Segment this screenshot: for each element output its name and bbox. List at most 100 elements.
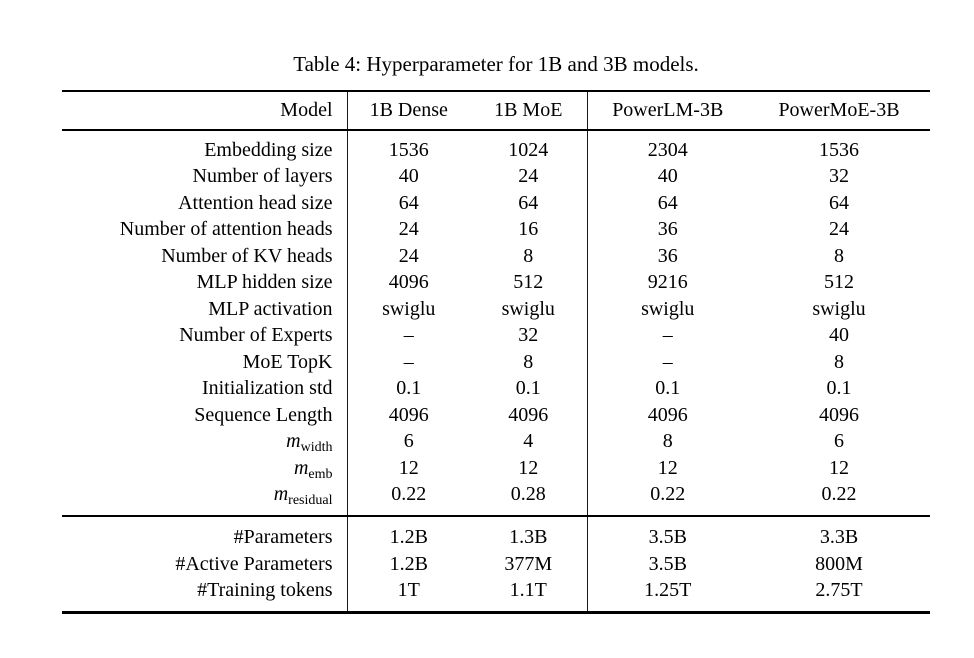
- row-label-math: mwidth: [62, 428, 348, 456]
- table-cell: 4096: [388, 271, 429, 294]
- row-label: #Training tokens: [62, 577, 348, 613]
- table-cell: 64: [398, 191, 419, 214]
- table-cell: 40: [657, 165, 678, 188]
- table-cell: 1.2B: [389, 526, 428, 548]
- table-cell: 1T: [397, 579, 420, 601]
- table-cell: 4096: [647, 403, 688, 426]
- table-cell: 1536: [388, 139, 429, 161]
- table-cell: 1024: [470, 130, 588, 163]
- table-row: #Parameters 1.2B 1.3B 3.5B 3.3B: [62, 516, 930, 550]
- table-row: MLP hidden size 4096 512 9216 512: [62, 269, 930, 296]
- row-label: Sequence Length: [62, 401, 348, 428]
- math-subscript: residual: [288, 493, 333, 508]
- table-cell: –: [403, 350, 414, 373]
- table-cell: 36: [657, 218, 678, 241]
- table-cell: 8: [470, 348, 588, 375]
- table-cell: 512: [470, 269, 588, 296]
- table-cell: swiglu: [382, 297, 436, 320]
- table-cell: 4: [470, 428, 588, 455]
- table-row: Initialization std 0.1 0.1 0.1 0.1: [62, 375, 930, 402]
- table-caption: Table 4: Hyperparameter for 1B and 3B mo…: [293, 52, 699, 76]
- table-cell: 12: [657, 456, 678, 479]
- table-cell: –: [403, 324, 414, 347]
- table-cell: 32: [470, 322, 588, 349]
- table-cell: 4096: [470, 401, 588, 428]
- table-header: Model 1B Dense 1B MoE PowerLM-3B PowerMo…: [62, 91, 930, 130]
- table-row: MLP activation swiglu swiglu swiglu swiglu: [62, 295, 930, 322]
- table-row: mresidual 0.22 0.28 0.22 0.22: [62, 481, 930, 516]
- table-cell: –: [662, 350, 673, 373]
- table-cell: 1.2B: [389, 552, 428, 575]
- hyperparameter-table: Model 1B Dense 1B MoE PowerLM-3B PowerMo…: [62, 90, 930, 614]
- table-cell: 8: [662, 430, 673, 453]
- table-cell: 36: [657, 244, 678, 267]
- row-label: Number of Experts: [62, 322, 348, 349]
- table-cell: 64: [657, 191, 678, 214]
- table-cell: 4096: [388, 403, 429, 426]
- table-cell: 6: [403, 430, 414, 453]
- table-cell: 24: [398, 218, 419, 241]
- header-powerlm-3b: PowerLM-3B: [612, 99, 724, 121]
- math-subscript: emb: [308, 466, 333, 482]
- table-row: MoE TopK – 8 – 8: [62, 348, 930, 375]
- table-cell: 0.22: [650, 483, 686, 505]
- row-label: Number of layers: [62, 163, 348, 190]
- table-cell: swiglu: [470, 295, 588, 322]
- row-label: Initialization std: [62, 375, 348, 402]
- table-cell: 0.22: [391, 483, 427, 505]
- table-cell: 1.3B: [470, 516, 588, 550]
- table-cell: 40: [829, 324, 849, 347]
- header-model: Model: [62, 91, 348, 130]
- header-row: Model 1B Dense 1B MoE PowerLM-3B PowerMo…: [62, 91, 930, 130]
- row-label: Number of attention heads: [62, 216, 348, 243]
- table-cell: 16: [470, 216, 588, 243]
- table-row: memb 12 12 12 12: [62, 454, 930, 482]
- math-subscript: width: [300, 440, 333, 456]
- table-body-summary: #Parameters 1.2B 1.3B 3.5B 3.3B #Active Param…: [62, 516, 930, 613]
- table-cell: 512: [824, 271, 854, 294]
- row-label: Attention head size: [62, 189, 348, 216]
- table-cell: 6: [834, 430, 844, 453]
- table-body-hyperparams: Embedding size 1536 1024 2304 1536 Number of …: [62, 130, 930, 516]
- math-var: m: [293, 456, 309, 479]
- table-cell: 9216: [647, 271, 688, 294]
- table-row: Embedding size 1536 1024 2304 1536: [62, 130, 930, 163]
- row-label: MoE TopK: [62, 348, 348, 375]
- table-cell: 8: [834, 350, 844, 373]
- table-cell: 1.25T: [644, 579, 692, 601]
- table-cell: 2304: [647, 139, 688, 161]
- row-label: #Parameters: [62, 516, 348, 550]
- table-row: Attention head size 64 64 64 64: [62, 189, 930, 216]
- math-var: m: [286, 430, 301, 453]
- table-row: Number of attention heads 24 16 36 24: [62, 216, 930, 243]
- table-cell: 24: [470, 163, 588, 190]
- table-cell: 3.5B: [648, 552, 687, 575]
- table-cell: 24: [398, 244, 419, 267]
- row-label: #Active Parameters: [62, 550, 348, 577]
- table-cell: 12: [470, 454, 588, 481]
- table-cell: 377M: [470, 550, 588, 577]
- table-row: Number of Experts – 32 – 40: [62, 322, 930, 349]
- row-label-math: mresidual: [62, 481, 348, 516]
- table-cell: swiglu: [812, 297, 866, 320]
- table-row: Sequence Length 4096 4096 4096 4096: [62, 401, 930, 428]
- table-cell: 0.1: [826, 377, 852, 400]
- table-row: #Active Parameters 1.2B 377M 3.5B 800M: [62, 550, 930, 577]
- table-row: #Training tokens 1T 1.1T 1.25T 2.75T: [62, 577, 930, 613]
- table-cell: 1536: [819, 139, 859, 161]
- table-cell: 0.28: [470, 481, 588, 516]
- table-cell: –: [662, 324, 673, 347]
- table-cell: 0.1: [655, 377, 681, 400]
- row-label-math: memb: [62, 454, 348, 482]
- table-cell: swiglu: [641, 297, 695, 320]
- table-cell: 3.3B: [819, 526, 859, 548]
- table-row: Number of KV heads 24 8 36 8: [62, 242, 930, 269]
- table-cell: 3.5B: [648, 526, 687, 548]
- row-label: Number of KV heads: [62, 242, 348, 269]
- table-cell: 64: [829, 191, 849, 214]
- header-1b-dense: 1B Dense: [369, 99, 448, 121]
- table-cell: 0.1: [470, 375, 588, 402]
- table-cell: 4096: [819, 403, 859, 426]
- table-cell: 64: [470, 189, 588, 216]
